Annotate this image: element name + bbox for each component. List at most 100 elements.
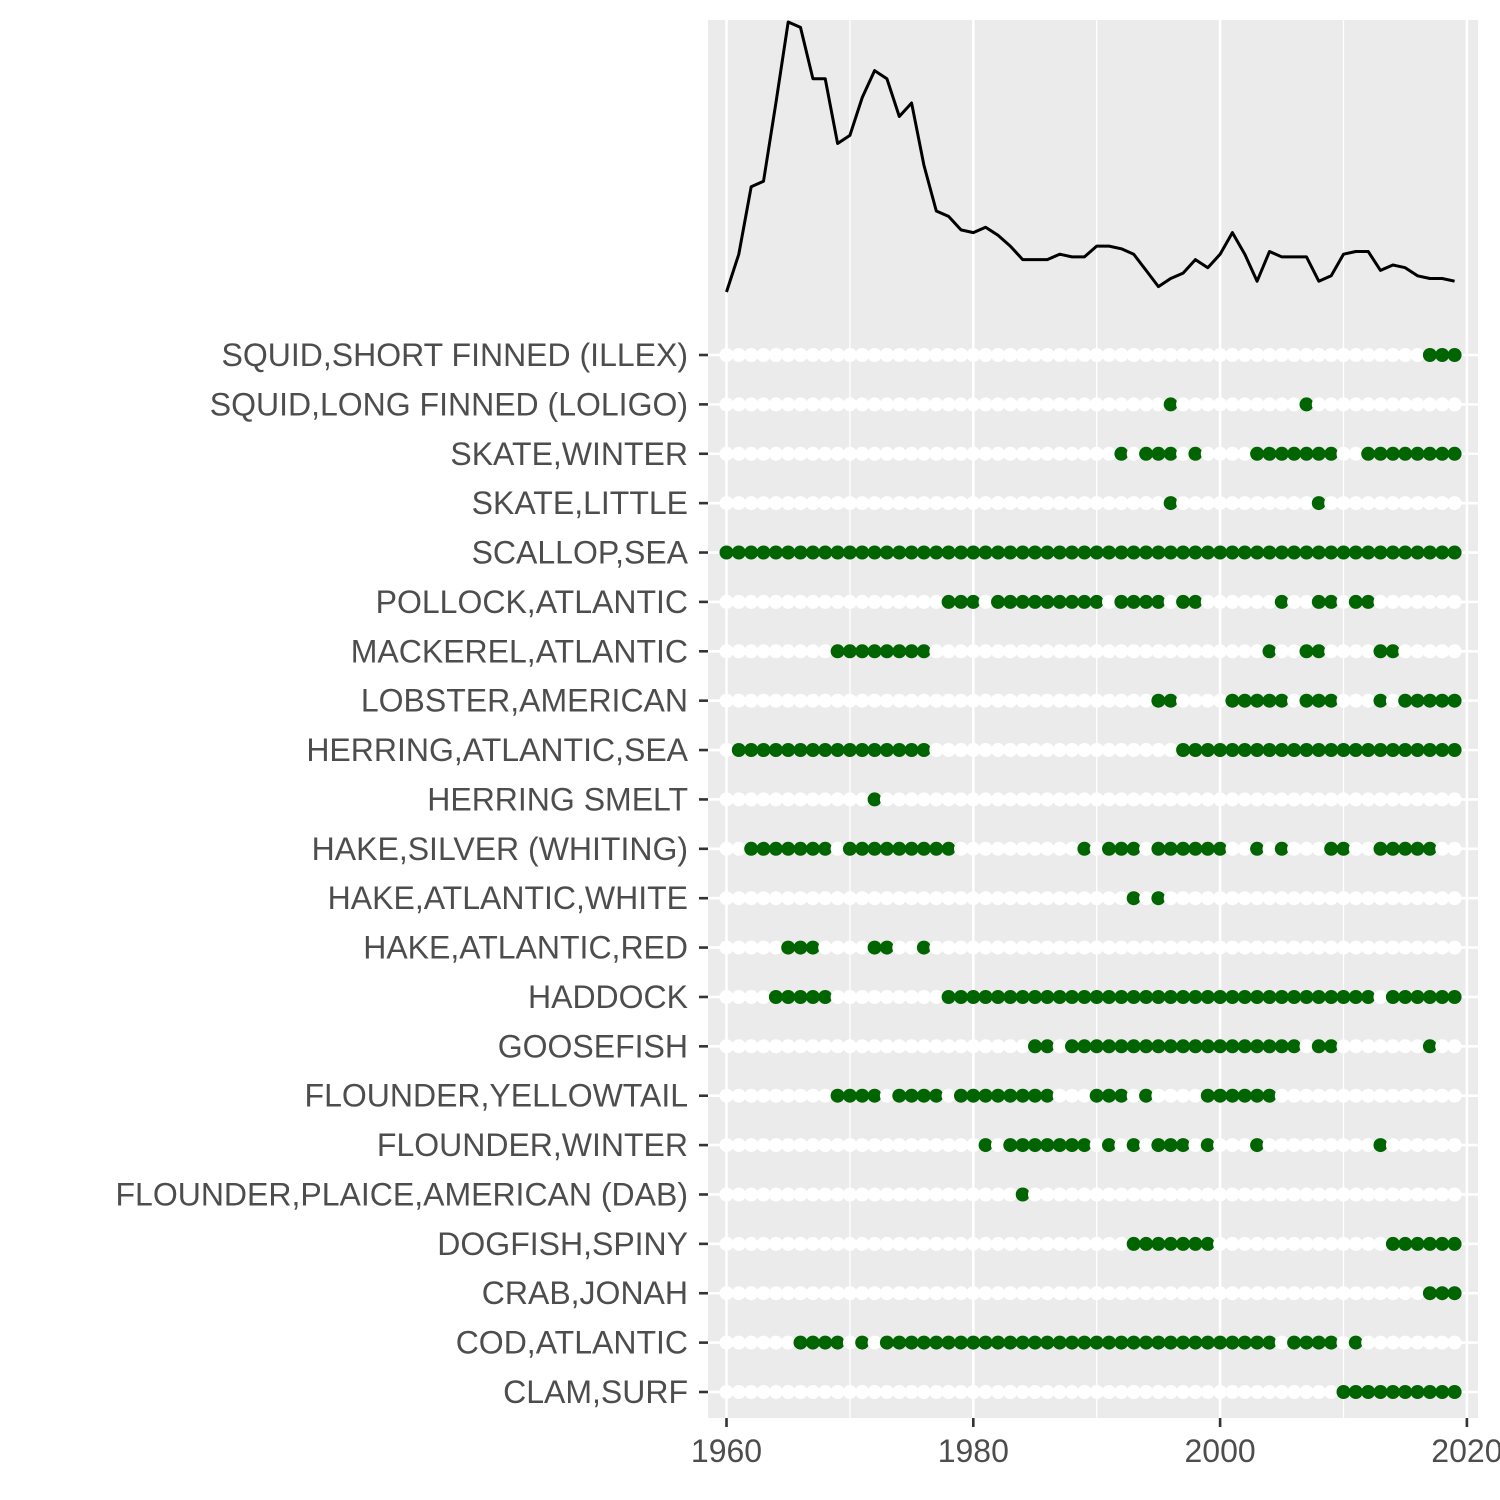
absence-point [1089, 693, 1104, 708]
absence-point [867, 1335, 882, 1350]
presence-point [1176, 545, 1191, 560]
presence-point [966, 594, 981, 609]
absence-point [842, 594, 857, 609]
absence-point [1336, 496, 1351, 511]
absence-point [818, 891, 833, 906]
absence-point [991, 644, 1005, 659]
absence-point [1065, 1187, 1079, 1202]
presence-point [1151, 1138, 1166, 1153]
absence-point [842, 1187, 857, 1202]
absence-point [1052, 446, 1067, 461]
absence-point [991, 891, 1005, 906]
presence-point [1102, 545, 1116, 560]
presence-point [1237, 545, 1252, 560]
presence-point [1422, 1236, 1437, 1251]
presence-point [1114, 1335, 1129, 1350]
absence-point [892, 1385, 907, 1399]
absence-point [1447, 841, 1462, 856]
absence-point [966, 644, 981, 659]
absence-point [941, 496, 956, 511]
absence-point [1299, 1039, 1314, 1054]
absence-point [867, 496, 882, 511]
absence-point [744, 644, 759, 659]
presence-point [1373, 644, 1388, 659]
presence-point [1126, 841, 1141, 856]
absence-point [1040, 644, 1055, 659]
absence-point [1250, 1286, 1265, 1301]
absence-point [978, 743, 993, 757]
absence-point [892, 1138, 907, 1153]
absence-point [1361, 1187, 1376, 1202]
presence-point [1163, 1335, 1178, 1350]
absence-point [1176, 1286, 1191, 1301]
absence-point [756, 1236, 771, 1251]
absence-point [719, 1138, 734, 1153]
absence-point [941, 743, 956, 757]
absence-point [1435, 594, 1450, 609]
species-label: SKATE,WINTER [450, 436, 688, 472]
absence-point [1102, 446, 1116, 461]
absence-point [756, 940, 771, 955]
presence-point [1139, 446, 1154, 461]
absence-point [1114, 693, 1129, 708]
absence-point [941, 446, 956, 461]
presence-point [929, 1335, 944, 1350]
absence-point [1410, 496, 1425, 511]
absence-point [1410, 644, 1425, 659]
absence-point [1398, 644, 1413, 659]
presence-point [1422, 446, 1437, 461]
absence-point [719, 1335, 734, 1350]
presence-point [892, 644, 907, 659]
presence-point [781, 743, 796, 757]
absence-point [1163, 594, 1178, 609]
presence-point [1065, 594, 1079, 609]
absence-point [1287, 348, 1302, 362]
presence-point [1435, 1286, 1450, 1301]
absence-point [1126, 496, 1141, 511]
presence-point [1163, 397, 1178, 412]
absence-point [719, 693, 734, 708]
absence-point [1336, 1138, 1351, 1153]
absence-point [1225, 940, 1240, 955]
absence-point [1213, 1138, 1228, 1153]
presence-point [1250, 841, 1265, 856]
presence-point [1077, 594, 1092, 609]
presence-point [1015, 1187, 1030, 1202]
absence-point [756, 348, 771, 362]
absence-point [731, 891, 746, 906]
presence-point [1102, 1335, 1116, 1350]
absence-point [941, 644, 956, 659]
absence-point [1348, 348, 1363, 362]
presence-point [1139, 1236, 1154, 1251]
absence-point [855, 891, 870, 906]
absence-point [1287, 693, 1302, 708]
absence-point [1336, 1088, 1351, 1103]
absence-point [768, 1039, 783, 1054]
absence-point [1028, 1286, 1042, 1301]
presence-point [1262, 990, 1277, 1004]
absence-point [1188, 693, 1203, 708]
presence-point [1250, 545, 1265, 560]
absence-point [929, 990, 944, 1004]
absence-point [978, 1187, 993, 1202]
presence-point [818, 841, 833, 856]
presence-point [879, 545, 894, 560]
absence-point [1089, 1187, 1104, 1202]
absence-point [1102, 397, 1116, 412]
absence-point [1324, 496, 1339, 511]
absence-point [1089, 1236, 1104, 1251]
absence-point [1126, 397, 1141, 412]
presence-point [1435, 693, 1450, 708]
absence-point [1015, 1286, 1030, 1301]
absence-point [1324, 891, 1339, 906]
absence-point [867, 1286, 882, 1301]
absence-point [1151, 743, 1166, 757]
presence-point [1287, 743, 1302, 757]
absence-point [744, 1385, 759, 1399]
absence-point [1348, 1138, 1363, 1153]
absence-point [1274, 1385, 1289, 1399]
absence-point [1422, 1138, 1437, 1153]
presence-point [1176, 990, 1191, 1004]
presence-point [1422, 743, 1437, 757]
